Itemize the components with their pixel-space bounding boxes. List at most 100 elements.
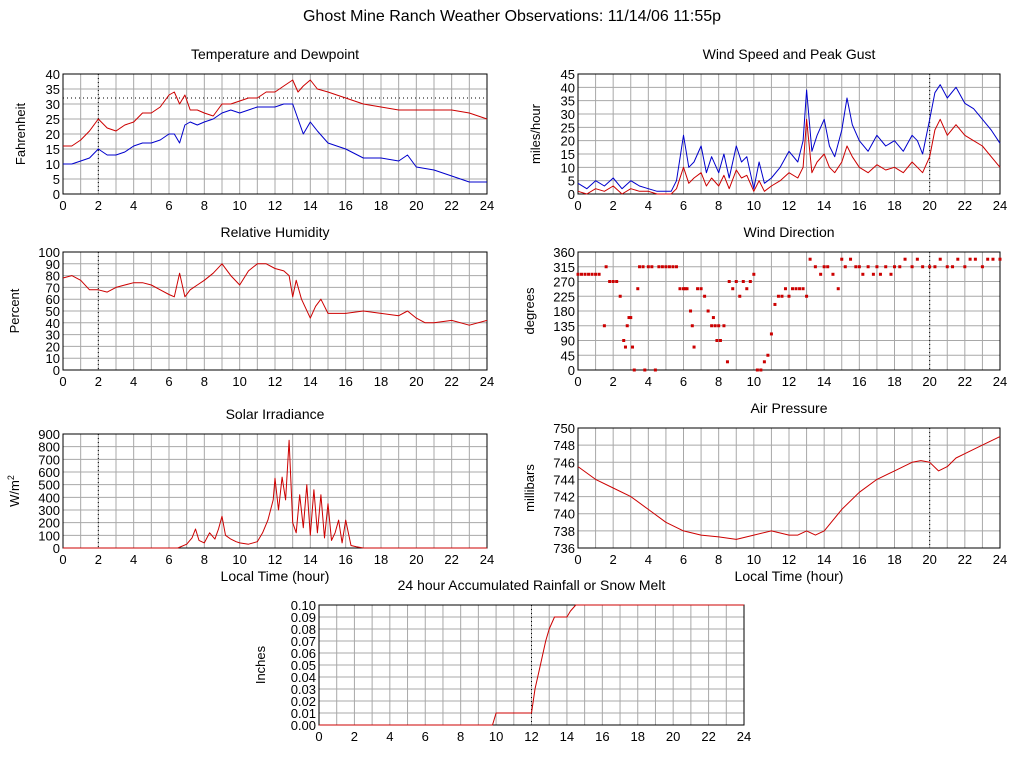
x-tick-label: 22 [958, 552, 972, 567]
x-tick-label: 12 [524, 729, 538, 744]
x-tick-label: 4 [645, 198, 652, 213]
x-tick-label: 18 [374, 198, 388, 213]
series-line-red [577, 118, 1001, 195]
y-axis-label: millibars [522, 464, 537, 512]
y-tick-label: 748 [553, 438, 575, 453]
y-tick-label: 0.03 [291, 682, 316, 697]
data-point [718, 339, 722, 342]
x-tick-label: 24 [993, 374, 1007, 389]
data-point [631, 345, 635, 349]
y-tick-label: 35 [46, 82, 60, 97]
data-point [849, 257, 853, 261]
x-tick-label: 0 [315, 729, 322, 744]
y-tick-label: 270 [553, 275, 575, 290]
data-point [622, 339, 626, 342]
x-tick-label: 0 [574, 552, 581, 567]
data-point [928, 265, 932, 269]
data-point [741, 280, 745, 283]
data-point [791, 287, 795, 291]
y-tick-label: 0.10 [291, 598, 316, 613]
x-tick-label: 24 [480, 198, 494, 213]
x-tick-label: 2 [610, 374, 617, 389]
y-tick-label: 100 [38, 245, 60, 260]
x-tick-label: 22 [444, 552, 458, 567]
x-tick-label: 14 [303, 374, 317, 389]
x-tick-label: 18 [374, 552, 388, 567]
x-tick-label: 16 [852, 552, 866, 567]
data-point [602, 324, 606, 328]
y-tick-label: 315 [553, 260, 575, 275]
data-point [805, 294, 809, 298]
data-point [898, 265, 902, 269]
y-tick-label: 25 [46, 112, 60, 127]
plot-frame [577, 427, 1001, 549]
y-tick-label: 0 [568, 187, 575, 202]
data-point [963, 265, 967, 269]
y-tick-label: 40 [46, 316, 60, 331]
x-tick-label: 8 [201, 374, 208, 389]
y-tick-label: 740 [553, 507, 575, 522]
data-point [682, 287, 685, 291]
x-tick-label: 6 [680, 198, 687, 213]
y-tick-label: 5 [568, 174, 575, 189]
data-point [611, 280, 615, 283]
chart-temperature: Temperature and Dewpoint0510152025303540… [13, 46, 494, 213]
x-tick-label: 10 [232, 198, 246, 213]
y-axis-label: W/m2 [6, 475, 22, 507]
data-point [973, 257, 977, 261]
x-axis-label: Local Time (hour) [221, 568, 330, 584]
series-line-blue [577, 84, 1001, 192]
x-tick-label: 16 [852, 198, 866, 213]
chart-title: Solar Irradiance [226, 406, 325, 422]
data-point [910, 265, 914, 269]
y-tick-label: 15 [561, 147, 575, 162]
x-axis-label: Local Time (hour) [735, 568, 844, 584]
y-tick-label: 0.04 [291, 670, 316, 685]
data-point [769, 332, 773, 336]
x-tick-label: 12 [268, 198, 282, 213]
x-tick-label: 2 [95, 374, 102, 389]
data-point [752, 272, 756, 276]
data-point [706, 309, 710, 313]
x-tick-label: 16 [338, 552, 352, 567]
data-point [861, 272, 865, 276]
chart-title: Temperature and Dewpoint [191, 46, 359, 62]
data-point [587, 272, 591, 276]
y-axis-label-superscript: 2 [6, 475, 16, 480]
data-point [660, 265, 664, 269]
y-tick-label: 746 [553, 455, 575, 470]
data-point [618, 294, 622, 298]
x-tick-label: 0 [59, 198, 66, 213]
y-tick-label: 0.00 [291, 718, 316, 733]
x-tick-label: 6 [165, 552, 172, 567]
series-line-blue [63, 103, 487, 183]
x-tick-label: 8 [715, 374, 722, 389]
data-point [780, 294, 784, 298]
data-point [638, 265, 642, 269]
data-point [671, 265, 675, 269]
x-tick-label: 18 [631, 729, 645, 744]
data-point [878, 272, 882, 276]
y-tick-label: 90 [561, 334, 575, 349]
chart-title: Relative Humidity [221, 224, 330, 240]
y-tick-label: 80 [46, 269, 60, 284]
x-tick-label: 20 [922, 374, 936, 389]
y-tick-label: 0.09 [291, 610, 316, 625]
data-point [629, 316, 633, 320]
x-tick-label: 14 [817, 198, 831, 213]
data-point [819, 272, 823, 276]
data-point [991, 257, 995, 261]
data-point [857, 265, 861, 269]
x-tick-label: 24 [480, 374, 494, 389]
y-tick-label: 10 [46, 351, 60, 366]
data-point [783, 287, 787, 291]
data-point [951, 265, 955, 269]
x-tick-label: 20 [409, 198, 423, 213]
y-tick-label: 45 [561, 348, 575, 363]
x-tick-label: 16 [595, 729, 609, 744]
y-tick-label: 45 [561, 67, 575, 82]
x-tick-label: 22 [444, 198, 458, 213]
y-axis-label: Inches [253, 645, 268, 684]
data-point [636, 287, 640, 291]
x-tick-label: 4 [645, 374, 652, 389]
